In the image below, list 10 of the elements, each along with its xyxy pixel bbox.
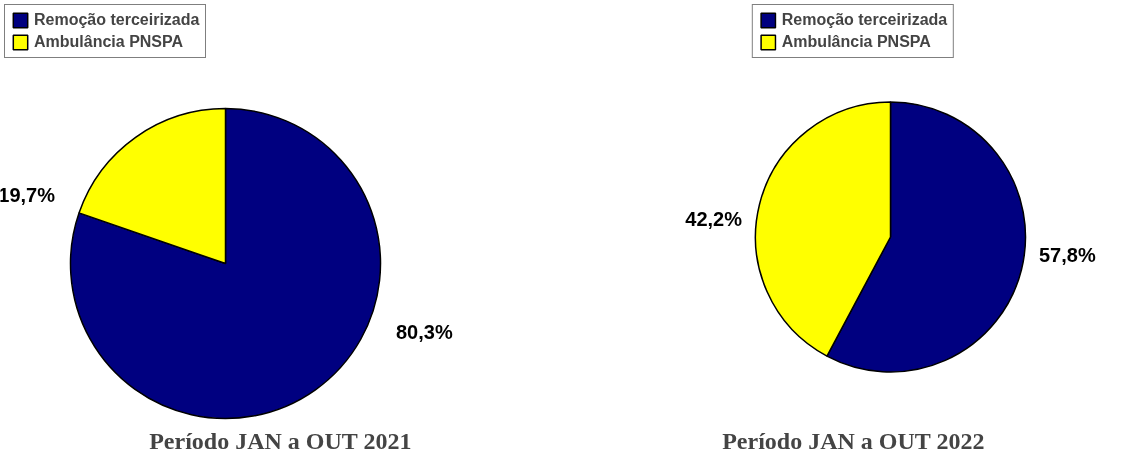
legend-label: Remoção terceirizada	[781, 11, 948, 29]
legend-label: Remoção terceirizada	[34, 11, 200, 29]
legend-label: Ambulância PNSPA	[781, 33, 931, 51]
text: Período JAN a OUT 2022	[722, 427, 985, 454]
data-label: 57,8%	[1039, 243, 1096, 266]
text: Período JAN a OUT 2021	[149, 427, 412, 454]
data-label: 80,3%	[396, 321, 453, 344]
data-label: 19,7%	[0, 183, 56, 206]
legend-label: Ambulância PNSPA	[34, 33, 184, 51]
data-label: 42,2%	[685, 208, 743, 231]
